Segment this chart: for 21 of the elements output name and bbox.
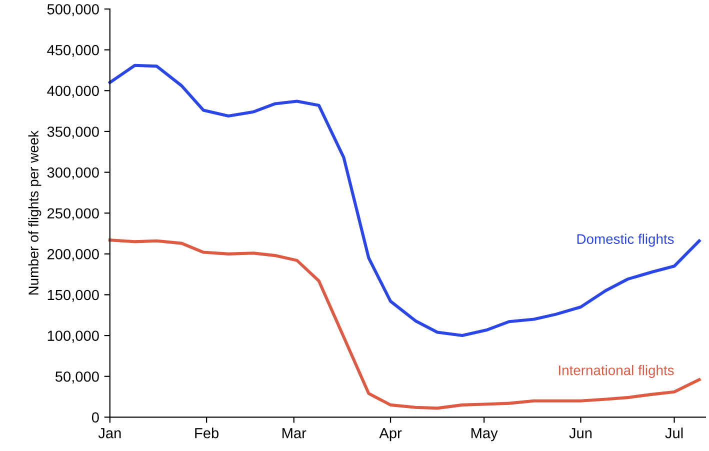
- x-tick-label: Jun: [569, 428, 592, 438]
- y-tick-label: 200,000: [48, 249, 99, 262]
- y-tick-label: 400,000: [47, 86, 99, 98]
- y-tick-label: 300,000: [47, 167, 99, 180]
- y-axis-title: Number of flights per week: [28, 130, 42, 295]
- x-tick-label: May: [471, 428, 498, 442]
- y-tick-label: 50,000: [55, 371, 99, 384]
- x-tick-label: Mar: [282, 428, 306, 438]
- y-tick-label: 450,000: [47, 44, 99, 57]
- x-tick-label: Jan: [98, 428, 121, 438]
- x-tick-label: Jul: [665, 428, 683, 438]
- x-tick-label: Apr: [379, 428, 402, 442]
- y-tick-label: 350,000: [47, 126, 99, 139]
- series-label: International flights: [558, 365, 674, 378]
- series-label: Domestic flights: [577, 234, 674, 247]
- y-tick-label: 100,000: [48, 330, 99, 343]
- x-tick-label: Feb: [195, 428, 219, 438]
- y-tick-label: 250,000: [48, 208, 99, 220]
- y-tick-label: 500,000: [47, 4, 99, 16]
- y-tick-label: 0: [92, 412, 99, 423]
- y-tick-label: 150,000: [48, 290, 99, 302]
